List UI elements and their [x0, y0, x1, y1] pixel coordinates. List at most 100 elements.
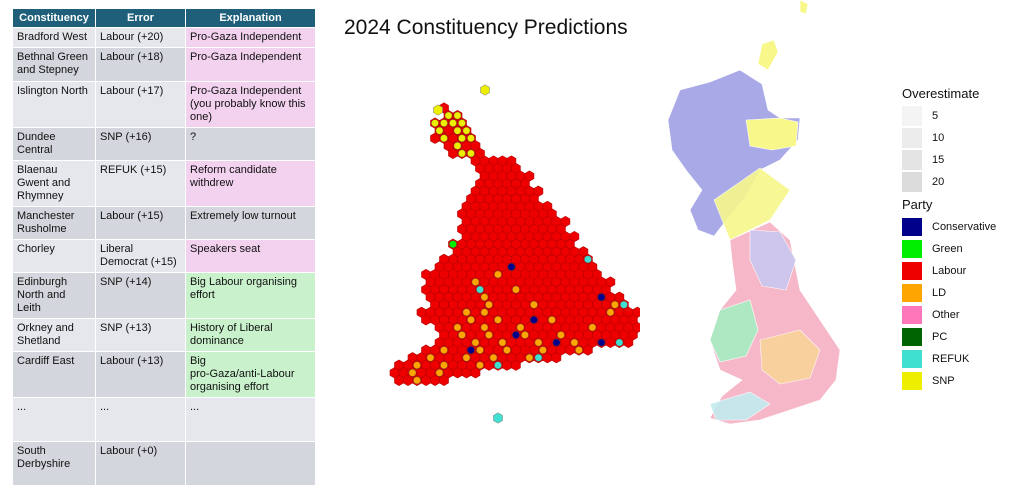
- hex-island: [493, 412, 503, 424]
- overestimate-label: 5: [932, 110, 939, 122]
- hex-constituency: [623, 336, 634, 349]
- legend-overestimate-item: 10: [902, 127, 1020, 149]
- hex-party-marker: [435, 369, 444, 377]
- cell-error: REFUK (+15): [95, 160, 186, 207]
- hex-party-marker: [435, 126, 444, 135]
- hex-constituency: [583, 344, 593, 356]
- overestimate-swatch: [902, 150, 922, 170]
- hex-constituency: [421, 314, 431, 326]
- party-swatch: [902, 306, 922, 324]
- legend-overestimate-title: Overestimate: [902, 86, 980, 101]
- cell-constituency: South Derbyshire: [12, 441, 96, 486]
- cell-explanation: Big Labour organising effort: [185, 272, 316, 319]
- hex-party-marker: [458, 331, 466, 339]
- table-row: Orkney and Shetland SNP (+13) History of L…: [12, 318, 316, 352]
- cell-error: Labour (+18): [95, 47, 186, 82]
- hex-party-marker: [408, 369, 417, 377]
- geo-shetland: [799, 0, 809, 15]
- hex-party-marker: [462, 353, 471, 362]
- party-label: Green: [932, 243, 963, 255]
- hex-party-marker: [485, 300, 493, 309]
- hex-party-marker: [552, 338, 561, 347]
- party-swatch: [902, 218, 922, 236]
- cell-constituency: Islington North: [12, 81, 96, 128]
- hex-party-marker: [557, 331, 565, 339]
- overestimate-label: 15: [932, 154, 945, 166]
- hex-party-marker: [413, 361, 421, 370]
- table-row: Cardiff East Labour (+13) Big pro-Gaza/ant…: [12, 351, 316, 398]
- table-row: Bradford West Labour (+20) Pro-Gaza Indepe…: [12, 27, 316, 48]
- legend-party-item: PC: [902, 326, 1020, 348]
- cell-explanation: Reform candidate withdrew: [185, 160, 316, 207]
- hex-constituency: [439, 374, 449, 386]
- hex-party-marker: [597, 338, 606, 347]
- hex-party-marker: [458, 119, 466, 127]
- cell-explanation: ?: [185, 127, 316, 161]
- hex-party-marker: [413, 376, 421, 385]
- hex-party-marker: [467, 346, 475, 354]
- hex-constituency: [511, 359, 521, 371]
- hex-constituency: [430, 374, 440, 386]
- hex-island: [480, 84, 490, 96]
- table-row: Chorley Liberal Democrat (+15) Speakers se…: [12, 239, 316, 273]
- cell-explanation: ...: [185, 397, 316, 442]
- overestimate-label: 10: [932, 132, 945, 144]
- legend-overestimate-item: 15: [902, 149, 1020, 171]
- party-swatch: [902, 284, 922, 302]
- hex-party-marker: [453, 323, 462, 332]
- table-row: Manchester Rusholme Labour (+15) Extremely…: [12, 206, 316, 240]
- hex-party-marker: [620, 300, 628, 309]
- hex-constituency: [421, 374, 431, 386]
- hex-cartogram: [389, 84, 640, 424]
- hex-party-marker: [453, 111, 462, 120]
- legend-party-item: Conservative: [902, 216, 1020, 238]
- hex-party-marker: [467, 316, 475, 324]
- table-row: Dundee Central SNP (+16)?: [12, 127, 316, 161]
- cell-constituency: Edinburgh North and Leith: [12, 272, 96, 319]
- hex-constituency: [448, 147, 458, 159]
- hex-party-marker: [440, 134, 448, 143]
- cell-error: Labour (+13): [95, 351, 186, 398]
- hex-party-marker: [471, 278, 480, 286]
- legend-party-item: Other: [902, 304, 1020, 326]
- hex-party-marker: [498, 338, 507, 347]
- hex-party-marker: [476, 285, 484, 294]
- geo-scotland-central: [713, 167, 791, 241]
- cell-constituency: ...: [12, 397, 96, 442]
- hex-constituency: [502, 359, 512, 371]
- hex-party-marker: [611, 300, 619, 309]
- hex-party-marker: [494, 361, 502, 370]
- cell-constituency: Dundee Central: [12, 127, 96, 161]
- legend-party-item: REFUK: [902, 348, 1020, 370]
- cell-error: Labour (+17): [95, 81, 186, 128]
- cell-error: Labour (+20): [95, 27, 186, 48]
- table-row: Bethnal Green and Stepney Labour (+18) Pro…: [12, 47, 316, 82]
- cell-constituency: Manchester Rusholme: [12, 206, 96, 240]
- party-swatch: [902, 372, 922, 390]
- hex-constituency: [551, 352, 562, 364]
- hex-constituency: [605, 336, 616, 349]
- overestimate-swatch: [902, 172, 922, 192]
- table-row: South Derbyshire Labour (+0): [12, 441, 316, 486]
- hex-party-marker: [503, 346, 511, 354]
- cell-error: ...: [95, 397, 186, 442]
- chart-title: 2024 Constituency Predictions: [344, 16, 628, 39]
- cell-explanation: Speakers seat: [185, 239, 316, 273]
- cell-error: Labour (+15): [95, 206, 186, 240]
- party-swatch: [902, 350, 922, 368]
- hex-island: [433, 104, 443, 116]
- cell-explanation: History of Liberal dominance: [185, 318, 316, 352]
- hex-party-marker: [449, 240, 457, 248]
- legend-overestimate-item: 5: [902, 105, 1020, 127]
- hex-party-marker: [516, 323, 525, 332]
- hex-party-marker: [453, 142, 462, 150]
- hex-party-marker: [606, 308, 615, 317]
- party-swatch: [902, 262, 922, 280]
- hex-party-marker: [507, 263, 516, 271]
- overestimate-label: 20: [932, 176, 945, 188]
- geo-wales: [709, 299, 759, 363]
- hex-party-marker: [494, 316, 502, 324]
- hex-constituency: [430, 132, 440, 144]
- cell-constituency: Bradford West: [12, 27, 96, 48]
- constituency-error-table: Constituency Error Explanation Bradford …: [12, 8, 316, 486]
